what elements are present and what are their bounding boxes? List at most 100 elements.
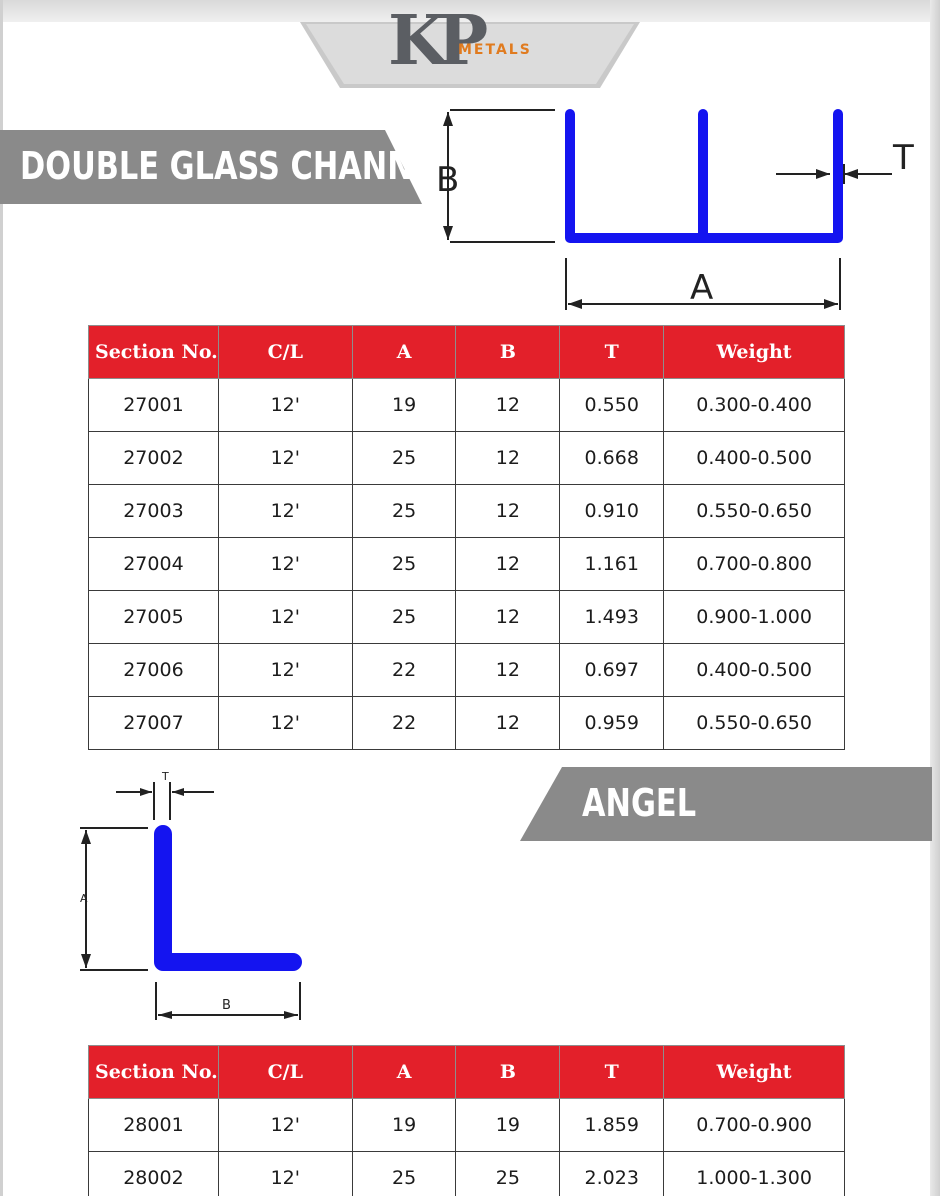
column-header: A xyxy=(351,325,457,379)
table-cell: 25 xyxy=(351,431,457,485)
page-side-strip xyxy=(930,0,940,1196)
column-header: T xyxy=(559,1045,665,1099)
logo: KP METALS xyxy=(300,0,640,90)
dimension-label-t: T xyxy=(893,138,914,178)
table-cell: 12 xyxy=(455,696,561,750)
table-row: 27006 12' 22 12 0.697 0.400-0.500 xyxy=(88,643,845,697)
table-row: 27004 12' 25 12 1.161 0.700-0.800 xyxy=(88,537,845,591)
column-header: B xyxy=(455,1045,561,1099)
table-cell: 12' xyxy=(217,431,353,485)
top-band xyxy=(0,0,940,22)
table-cell: 25 xyxy=(351,1151,457,1196)
table-cell: 19 xyxy=(351,1098,457,1152)
table-row: 27002 12' 25 12 0.668 0.400-0.500 xyxy=(88,431,845,485)
column-header: Weight xyxy=(663,325,845,379)
column-header: Weight xyxy=(663,1045,845,1099)
table-header-row: Section No. C/L A B T Weight xyxy=(88,325,845,379)
table-cell: 22 xyxy=(351,643,457,697)
dimension-label-t: T xyxy=(162,770,169,783)
table-cell: 27004 xyxy=(88,537,219,591)
table-cell: 1.859 xyxy=(559,1098,665,1152)
table-cell: 0.700-0.900 xyxy=(663,1098,845,1152)
banner-shape xyxy=(520,767,932,841)
table-header-row: Section No. C/L A B T Weight xyxy=(88,1045,845,1099)
column-header: A xyxy=(351,1045,457,1099)
table-cell: 19 xyxy=(351,378,457,432)
table-row: 27007 12' 22 12 0.959 0.550-0.650 xyxy=(88,696,845,750)
table-cell: 12' xyxy=(217,1098,353,1152)
angel-table: Section No. C/L A B T Weight 28001 12' 19 19 1.859… xyxy=(88,1045,845,1196)
table-cell: 27002 xyxy=(88,431,219,485)
table-cell: 2.023 xyxy=(559,1151,665,1196)
section-banner-double-glass-channel: DOUBLE GLASS CHANNEL xyxy=(0,130,453,204)
table-cell: 1.161 xyxy=(559,537,665,591)
table-cell: 12' xyxy=(217,696,353,750)
table-cell: 28002 xyxy=(88,1151,219,1196)
double-glass-channel-diagram xyxy=(443,109,892,310)
dimension-label-a: A xyxy=(80,892,88,905)
table-cell: 0.400-0.500 xyxy=(663,643,845,697)
table-cell: 12' xyxy=(217,643,353,697)
column-header: Section No. xyxy=(88,325,219,379)
table-cell: 25 xyxy=(351,590,457,644)
table-cell: 12 xyxy=(455,378,561,432)
angle-diagram xyxy=(80,782,302,1020)
table-cell: 12 xyxy=(455,590,561,644)
table-row: 27005 12' 25 12 1.493 0.900-1.000 xyxy=(88,590,845,644)
column-header: Section No. xyxy=(88,1045,219,1099)
table-cell: 1.000-1.300 xyxy=(663,1151,845,1196)
table-cell: 0.959 xyxy=(559,696,665,750)
page-edge xyxy=(0,0,3,1196)
table-cell: 25 xyxy=(351,537,457,591)
table-cell: 12' xyxy=(217,378,353,432)
section-title: DOUBLE GLASS CHANNEL xyxy=(20,144,453,188)
table-cell: 0.550-0.650 xyxy=(663,696,845,750)
table-cell: 25 xyxy=(455,1151,561,1196)
table-cell: 12' xyxy=(217,484,353,538)
table-cell: 0.668 xyxy=(559,431,665,485)
logo-name: METALS xyxy=(458,42,532,58)
table-cell: 0.550 xyxy=(559,378,665,432)
table-cell: 0.900-1.000 xyxy=(663,590,845,644)
table-cell: 0.700-0.800 xyxy=(663,537,845,591)
table-cell: 12' xyxy=(217,590,353,644)
table-cell: 27007 xyxy=(88,696,219,750)
dimension-label-b: B xyxy=(436,160,460,200)
table-cell: 27003 xyxy=(88,484,219,538)
table-cell: 12' xyxy=(217,1151,353,1196)
table-cell: 27006 xyxy=(88,643,219,697)
table-cell: 28001 xyxy=(88,1098,219,1152)
table-cell: 12' xyxy=(217,537,353,591)
table-row: 28002 12' 25 25 2.023 1.000-1.300 xyxy=(88,1151,845,1196)
banner-shape xyxy=(0,130,422,204)
section-banner-angel: ANGEL xyxy=(520,767,932,841)
column-header: C/L xyxy=(217,325,353,379)
section-title: ANGEL xyxy=(582,781,697,825)
table-cell: 27005 xyxy=(88,590,219,644)
column-header: T xyxy=(559,325,665,379)
table-cell: 22 xyxy=(351,696,457,750)
double-glass-channel-table: Section No. C/L A B T Weight 27001 12' 19 12 0.550… xyxy=(88,325,845,750)
table-row: 27001 12' 19 12 0.550 0.300-0.400 xyxy=(88,378,845,432)
table-cell: 19 xyxy=(455,1098,561,1152)
table-cell: 0.300-0.400 xyxy=(663,378,845,432)
logo-mark: KP xyxy=(388,1,488,81)
dimension-label-b: B xyxy=(222,998,231,1013)
table-cell: 0.400-0.500 xyxy=(663,431,845,485)
table-row: 27003 12' 25 12 0.910 0.550-0.650 xyxy=(88,484,845,538)
table-cell: 1.493 xyxy=(559,590,665,644)
table-cell: 12 xyxy=(455,431,561,485)
table-cell: 0.550-0.650 xyxy=(663,484,845,538)
table-cell: 25 xyxy=(351,484,457,538)
column-header: B xyxy=(455,325,561,379)
table-cell: 0.910 xyxy=(559,484,665,538)
table-row: 28001 12' 19 19 1.859 0.700-0.900 xyxy=(88,1098,845,1152)
table-cell: 12 xyxy=(455,537,561,591)
table-cell: 0.697 xyxy=(559,643,665,697)
logo-plate xyxy=(300,22,640,88)
table-cell: 27001 xyxy=(88,378,219,432)
dimension-label-a: A xyxy=(690,268,714,308)
column-header: C/L xyxy=(217,1045,353,1099)
table-cell: 12 xyxy=(455,643,561,697)
